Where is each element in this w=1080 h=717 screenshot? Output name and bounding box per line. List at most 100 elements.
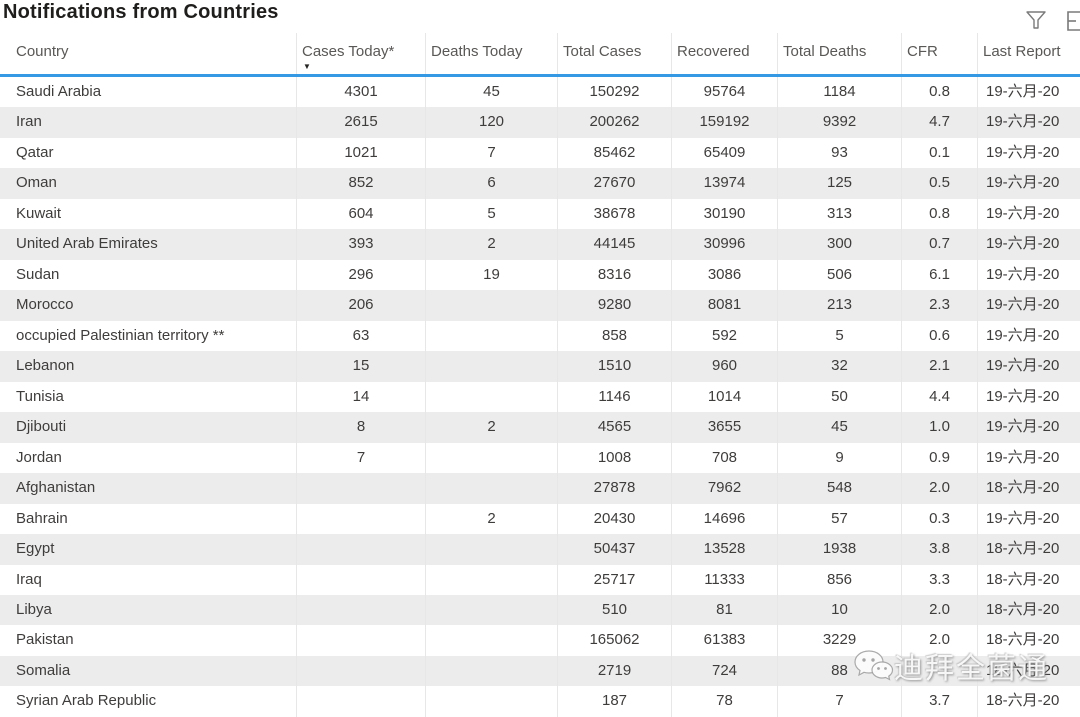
table-row[interactable]: Egypt 50437 13528 1938 3.8 18-六月-20	[0, 534, 1080, 565]
table-row[interactable]: Syrian Arab Republic 187 78 7 3.7 18-六月-20	[0, 686, 1080, 717]
table-row[interactable]: Somalia 2719 724 88 18-六月-20	[0, 655, 1080, 687]
value-cell: 150292	[557, 77, 671, 108]
column-header-country[interactable]: Country	[0, 33, 296, 74]
value-cell	[425, 442, 557, 474]
table-row[interactable]: Djibouti 8 2 4565 3655 45 1.0 19-六月-20	[0, 412, 1080, 443]
value-cell: 19-六月-20	[977, 290, 1080, 321]
value-cell	[296, 655, 425, 687]
value-cell: 592	[671, 320, 777, 352]
value-cell: 3229	[777, 625, 901, 656]
value-cell: 5	[777, 320, 901, 352]
table-body: Saudi Arabia 4301 45 150292 95764 1184 0.8 19-六…	[0, 77, 1080, 717]
value-cell: 6.1	[901, 259, 977, 291]
column-header-label: Total Deaths	[783, 43, 867, 60]
table-row[interactable]: Lebanon 15 1510 960 32 2.1 19-六月-20	[0, 351, 1080, 382]
value-cell: 19-六月-20	[977, 503, 1080, 535]
value-cell: 32	[777, 351, 901, 382]
value-cell: 0.7	[901, 229, 977, 260]
value-cell: 0.5	[901, 168, 977, 199]
column-header-deaths-today[interactable]: Deaths Today	[425, 33, 557, 74]
country-cell: Djibouti	[16, 418, 67, 436]
value-cell: 1014	[671, 381, 777, 413]
column-header-last-report[interactable]: Last Report	[977, 33, 1080, 74]
value-cell: 510	[557, 594, 671, 626]
value-cell: 2	[425, 412, 557, 443]
table-row[interactable]: occupied Palestinian territory ** 63 858 59…	[0, 320, 1080, 352]
value-cell: 604	[296, 198, 425, 230]
value-cell: 8081	[671, 290, 777, 321]
table-row[interactable]: United Arab Emirates 393 2 44145 30996 300 0.7…	[0, 229, 1080, 260]
value-cell: 200262	[557, 107, 671, 138]
value-cell: 19-六月-20	[977, 168, 1080, 199]
column-header-label: Recovered	[677, 43, 750, 60]
table-row[interactable]: Tunisia 14 1146 1014 50 4.4 19-六月-20	[0, 381, 1080, 413]
column-header-cases-today[interactable]: Cases Today* ▼	[296, 33, 425, 74]
column-header-label: Country	[16, 43, 69, 60]
value-cell: 506	[777, 259, 901, 291]
table-row[interactable]: Iraq 25717 11333 856 3.3 18-六月-20	[0, 564, 1080, 595]
country-cell: United Arab Emirates	[16, 235, 158, 253]
value-cell: 44145	[557, 229, 671, 260]
value-cell: 30190	[671, 198, 777, 230]
value-cell: 38678	[557, 198, 671, 230]
value-cell: 4565	[557, 412, 671, 443]
value-cell: 7	[296, 442, 425, 474]
countries-table: Country Cases Today* ▼ Deaths Today Total Ca…	[0, 33, 1080, 717]
value-cell	[425, 655, 557, 687]
value-cell	[296, 503, 425, 535]
column-header-recovered[interactable]: Recovered	[671, 33, 777, 74]
table-row[interactable]: Kuwait 604 5 38678 30190 313 0.8 19-六月-20	[0, 198, 1080, 230]
column-header-cfr[interactable]: CFR	[901, 33, 977, 74]
value-cell: 2.0	[901, 625, 977, 656]
column-header-total-cases[interactable]: Total Cases	[557, 33, 671, 74]
value-cell: 19-六月-20	[977, 381, 1080, 413]
value-cell: 7	[777, 686, 901, 717]
value-cell: 14696	[671, 503, 777, 535]
value-cell: 0.8	[901, 198, 977, 230]
country-cell: Bahrain	[16, 509, 68, 527]
value-cell: 50437	[557, 534, 671, 565]
value-cell: 20430	[557, 503, 671, 535]
table-row[interactable]: Saudi Arabia 4301 45 150292 95764 1184 0.8 19-六…	[0, 77, 1080, 108]
country-cell: occupied Palestinian territory **	[16, 326, 225, 344]
value-cell: 3.3	[901, 564, 977, 595]
focus-mode-icon[interactable]	[1066, 10, 1080, 32]
table-row[interactable]: Afghanistan 27878 7962 548 2.0 18-六月-20	[0, 473, 1080, 504]
value-cell	[901, 655, 977, 687]
value-cell: 8316	[557, 259, 671, 291]
table-row[interactable]: Pakistan 165062 61383 3229 2.0 18-六月-20	[0, 625, 1080, 656]
value-cell: 9392	[777, 107, 901, 138]
value-cell: 724	[671, 655, 777, 687]
table-row[interactable]: Bahrain 2 20430 14696 57 0.3 19-六月-20	[0, 503, 1080, 535]
table-row[interactable]: Jordan 7 1008 708 9 0.9 19-六月-20	[0, 442, 1080, 474]
value-cell: 1146	[557, 381, 671, 413]
value-cell: 393	[296, 229, 425, 260]
column-header-label: Deaths Today	[431, 43, 523, 60]
country-cell: Sudan	[16, 265, 60, 283]
table-row[interactable]: Iran 2615 120 200262 159192 9392 4.7 19-六月-20	[0, 107, 1080, 138]
value-cell: 61383	[671, 625, 777, 656]
value-cell: 18-六月-20	[977, 655, 1080, 687]
value-cell: 95764	[671, 77, 777, 108]
country-cell: Tunisia	[16, 387, 64, 405]
value-cell: 9280	[557, 290, 671, 321]
value-cell: 0.8	[901, 77, 977, 108]
table-row[interactable]: Oman 852 6 27670 13974 125 0.5 19-六月-20	[0, 168, 1080, 199]
value-cell: 4.7	[901, 107, 977, 138]
value-cell: 93	[777, 137, 901, 169]
value-cell: 57	[777, 503, 901, 535]
filter-icon[interactable]	[1024, 8, 1048, 32]
table-row[interactable]: Qatar 1021 7 85462 65409 93 0.1 19-六月-20	[0, 137, 1080, 169]
column-header-total-deaths[interactable]: Total Deaths	[777, 33, 901, 74]
value-cell: 2.1	[901, 351, 977, 382]
sort-descending-icon: ▼	[303, 62, 311, 71]
table-row[interactable]: Morocco 206 9280 8081 213 2.3 19-六月-20	[0, 290, 1080, 321]
value-cell: 313	[777, 198, 901, 230]
value-cell	[425, 686, 557, 717]
country-cell: Lebanon	[16, 357, 75, 375]
value-cell: 19	[425, 259, 557, 291]
value-cell: 856	[777, 564, 901, 595]
table-row[interactable]: Libya 510 81 10 2.0 18-六月-20	[0, 594, 1080, 626]
table-row[interactable]: Sudan 296 19 8316 3086 506 6.1 19-六月-20	[0, 259, 1080, 291]
value-cell	[296, 686, 425, 717]
